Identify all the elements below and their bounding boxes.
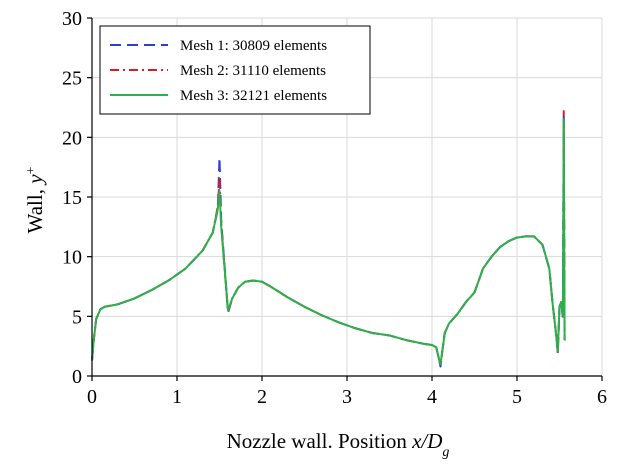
x-tick-label: 3 — [342, 386, 352, 408]
x-axis-label: Nozzle wall. Position x/Dg — [227, 429, 450, 460]
x-axis-label-var: x/D — [411, 429, 442, 453]
x-axis-label-sub: g — [442, 445, 449, 460]
y-axis-label: Wall, y+ — [23, 166, 47, 233]
y-tick-label: 0 — [72, 366, 82, 388]
series-line-2 — [91, 110, 566, 367]
y-tick-label: 15 — [62, 187, 82, 209]
x-tick-label: 1 — [172, 386, 182, 408]
tick-labels: 0 1 2 3 4 5 6 0 5 10 15 20 25 30 — [62, 8, 607, 408]
y-tick-label: 30 — [62, 8, 82, 30]
x-tick-label: 6 — [597, 386, 607, 408]
series-line-1 — [91, 112, 566, 368]
legend-label: Mesh 1: 30809 elements — [180, 38, 327, 54]
legend-label: Mesh 2: 31110 elements — [180, 63, 326, 79]
x-tick-label: 5 — [512, 386, 522, 408]
y-tick-label: 20 — [62, 127, 82, 149]
legend-label: Mesh 3: 32121 elements — [180, 88, 327, 104]
legend-box — [99, 25, 371, 115]
x-tick-label: 0 — [87, 386, 97, 408]
x-tick-label: 2 — [257, 386, 267, 408]
y-tick-label: 5 — [72, 306, 82, 328]
legend: Mesh 1: 30809 elements Mesh 2: 31110 elem… — [99, 25, 371, 115]
y-axis-label-sup: + — [24, 166, 39, 174]
x-axis-label-main: Nozzle wall. Position — [227, 429, 412, 453]
y-tick-label: 10 — [62, 247, 82, 269]
y-axis-label-main: Wall, — [23, 184, 47, 234]
y-axis-label-var: y — [23, 174, 47, 186]
axes — [87, 17, 603, 381]
y-tick-label: 25 — [62, 68, 82, 90]
plot-lines — [91, 110, 566, 368]
x-tick-label: 4 — [427, 386, 437, 408]
series-line-3 — [91, 118, 566, 366]
